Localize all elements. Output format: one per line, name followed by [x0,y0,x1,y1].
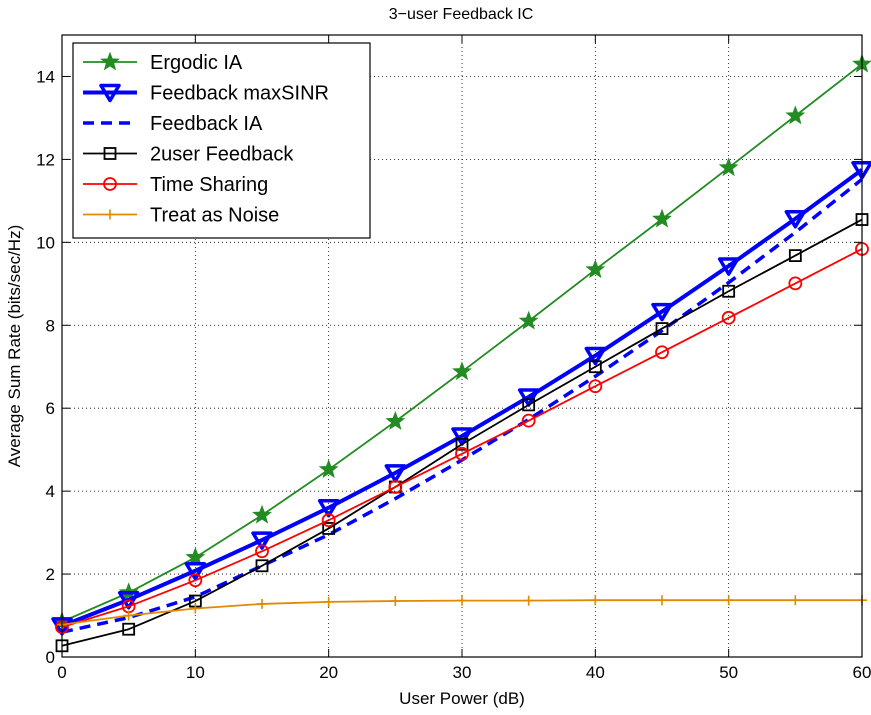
data-point-ergodic-ia [185,547,206,566]
data-point-feedback-maxsinr [784,209,807,229]
data-point-treat-as-noise [723,595,734,606]
series-line-2user-feedback [61,218,863,647]
data-point-2user-feedback [255,559,269,573]
data-point-feedback-maxsinr [251,531,273,550]
data-point-ergodic-ia [585,259,606,279]
y-tick-label: 6 [46,399,55,418]
data-point-ergodic-ia [252,504,272,524]
data-point-time-sharing [588,379,603,394]
data-point-treat-as-noise [657,595,667,606]
legend-entry-ergodic-ia: Ergodic IA [83,51,243,74]
data-point-feedback-maxsinr [184,561,207,581]
y-tick-label: 10 [36,233,55,252]
series-ergodic-ia [52,53,871,631]
legend-entry-feedback-maxsinr: Feedback maxSINR [83,83,329,105]
data-point-2user-feedback [522,398,536,412]
data-point-feedback-maxsinr [517,388,540,407]
x-tick-label: 40 [586,663,605,682]
x-axis-title: User Power (dB) [399,689,525,708]
legend-entry-feedback-ia: Feedback IA [83,113,263,135]
x-tick-label: 20 [319,663,338,682]
data-point-ergodic-ia [718,157,739,177]
y-tick-label: 0 [46,648,55,667]
data-point-feedback-maxsinr [717,257,740,276]
series-line-feedback-maxsinr [61,168,864,628]
legend-swatch-marker [105,209,115,220]
data-point-feedback-maxsinr [451,427,473,446]
legend-swatch-marker [103,147,117,160]
data-point-feedback-maxsinr [117,591,140,610]
data-point-ergodic-ia [785,105,806,125]
legend-label: Feedback maxSINR [150,83,329,105]
legend-label: Treat as Noise [150,205,279,227]
data-point-time-sharing [655,345,669,360]
legend: Ergodic IA Feedback maxSINR Feedback IA 2us… [72,42,371,239]
data-point-feedback-maxsinr [317,498,340,518]
series-layer [51,53,871,653]
series-line-time-sharing [61,248,863,628]
data-point-ergodic-ia [318,459,339,478]
legend-box [72,42,371,239]
data-point-treat-as-noise [390,596,401,607]
data-point-ergodic-ia [652,208,672,228]
y-axis-title: Average Sum Rate (bits/sec/Hz) [5,225,24,468]
x-tick-label: 0 [57,663,66,682]
legend-entry-treat-as-noise: Treat as Noise [83,205,279,227]
data-point-feedback-maxsinr [584,346,607,366]
series-feedback-maxsinr [51,161,871,636]
data-point-time-sharing [321,513,336,528]
data-point-ergodic-ia [385,411,406,430]
legend-swatch-marker [103,177,117,191]
data-point-2user-feedback [588,360,602,374]
data-point-treat-as-noise [590,595,601,606]
ticks: 0 10 20 30 40 50 60 0 2 4 6 8 10 12 14 [36,35,871,682]
data-point-2user-feedback [455,437,469,451]
y-tick-label: 4 [46,482,55,501]
x-tick-label: 60 [853,663,871,682]
data-point-treat-as-noise [257,598,267,609]
data-point-time-sharing [188,573,203,588]
data-point-treat-as-noise [323,596,334,607]
y-tick-label: 8 [46,316,55,335]
legend-label: Ergodic IA [150,52,243,74]
data-point-2user-feedback [788,249,802,263]
data-point-ergodic-ia [518,310,539,330]
legend-label: Time Sharing [150,174,268,196]
data-point-2user-feedback [122,622,136,636]
data-point-feedback-maxsinr [384,464,407,483]
data-point-2user-feedback [722,284,736,298]
legend-swatch-marker [100,51,120,71]
x-tick-label: 50 [719,663,738,682]
legend-swatch-marker [99,83,121,103]
y-tick-label: 14 [36,67,55,86]
data-point-2user-feedback [322,522,336,535]
data-point-treat-as-noise [190,603,201,614]
data-point-time-sharing [455,446,469,461]
data-point-2user-feedback [655,322,669,335]
data-point-time-sharing [788,276,803,291]
grid [62,35,862,657]
data-point-treat-as-noise [523,595,534,606]
series-treat-as-noise [57,595,867,630]
legend-label: 2user Feedback [150,144,294,166]
y-tick-label: 12 [36,150,55,169]
data-point-treat-as-noise [457,595,467,606]
x-tick-label: 30 [453,663,472,682]
x-tick-label: 10 [186,663,205,682]
legend-entry-time-sharing: Time Sharing [83,174,268,196]
data-point-time-sharing [721,310,736,325]
legend-label: Feedback IA [150,113,263,135]
data-point-time-sharing [388,480,403,494]
y-tick-label: 2 [46,565,55,584]
data-point-ergodic-ia [452,361,472,381]
data-point-treat-as-noise [790,595,801,606]
chart-title: 3−user Feedback IC [389,6,534,23]
data-point-time-sharing [521,413,536,428]
data-point-feedback-maxsinr [651,302,673,322]
data-point-time-sharing [255,544,269,559]
data-point-treat-as-noise [123,610,134,621]
legend-entry-2user-feedback: 2user Feedback [83,144,294,166]
